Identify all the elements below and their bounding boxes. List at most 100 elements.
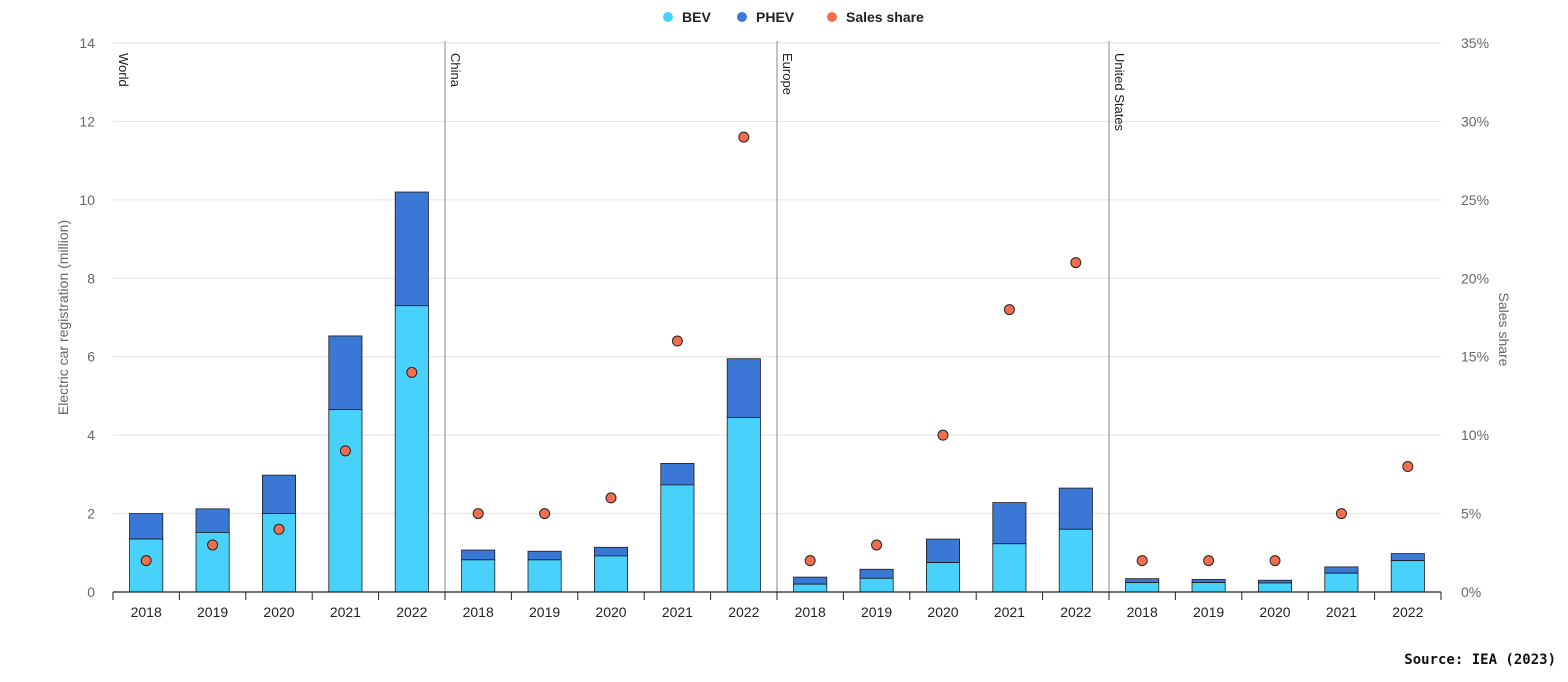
bar-phev <box>594 546 629 557</box>
bar-bev <box>793 583 828 593</box>
bar-bev <box>394 305 429 593</box>
y-tick-label: 0 <box>87 584 95 600</box>
sales-share-dot <box>804 555 816 567</box>
x-tick-label: 2019 <box>861 604 892 620</box>
x-tick-label: 2019 <box>529 604 560 620</box>
bar-phev <box>660 462 695 486</box>
sales-share-dot <box>339 445 351 457</box>
y-tick-label: 2 <box>87 506 95 522</box>
sales-share-dot <box>1402 461 1414 473</box>
legend: BEV PHEV Sales share <box>663 9 924 25</box>
y-axis-left: 0 2 4 6 8 10 12 14 <box>79 35 95 600</box>
x-tick-label: 2020 <box>927 604 958 620</box>
sales-share-dot <box>1070 257 1082 269</box>
bar-phev <box>195 508 230 533</box>
sales-share-dot <box>738 131 750 143</box>
bar-bev <box>660 484 695 593</box>
bar-bev <box>1125 582 1160 593</box>
legend-label-1: PHEV <box>756 9 795 25</box>
y-tick-label: 10 <box>79 192 95 208</box>
x-tick-label: 2021 <box>662 604 693 620</box>
x-tick-label: 2022 <box>1060 604 1091 620</box>
x-tick-label: 2019 <box>197 604 228 620</box>
x-tick-label: 2022 <box>1392 604 1423 620</box>
x-tick-label: 2018 <box>795 604 826 620</box>
bar-bev <box>594 555 629 593</box>
bar-bev <box>726 417 761 593</box>
y2-tick-label: 5% <box>1461 506 1481 522</box>
y2-tick-label: 0% <box>1461 584 1481 600</box>
x-tick-label: 2020 <box>263 604 294 620</box>
sales-share-dot <box>207 539 219 551</box>
bar-bev <box>992 543 1027 593</box>
region-labels: World China Europe United States <box>116 53 1127 132</box>
sales-share-dot <box>1003 304 1015 316</box>
sales-share-dot <box>1269 555 1281 567</box>
legend-swatch-0 <box>663 12 673 22</box>
x-axis: 2018 2019 2020 2021 2022 2018 2019 2020 2021 2022… <box>112 591 1442 620</box>
sales-share-dot <box>140 555 152 567</box>
region-dividers <box>444 41 1110 592</box>
y-tick-label: 4 <box>87 427 95 443</box>
bar-bev <box>328 409 363 593</box>
source-note: Source: IEA (2023) <box>1404 652 1556 668</box>
region-label: Europe <box>780 53 795 95</box>
region-label: United States <box>1112 53 1127 132</box>
y-tick-label: 14 <box>79 35 95 51</box>
bar-phev <box>1324 566 1359 574</box>
sales-share-dot <box>1335 508 1347 520</box>
x-tick-label: 2020 <box>1259 604 1290 620</box>
x-tick-label: 2021 <box>994 604 1025 620</box>
legend-label-0: BEV <box>682 9 711 25</box>
y2-tick-label: 20% <box>1461 270 1489 286</box>
sales-share-dot <box>1203 555 1215 567</box>
bar-bev <box>1058 528 1093 593</box>
sales-share-dot <box>671 335 683 347</box>
bar-phev <box>1125 578 1160 583</box>
bar-phev <box>328 335 363 411</box>
sales-share-dot <box>937 429 949 441</box>
y-tick-label: 8 <box>87 270 95 286</box>
bar-bev <box>1191 582 1226 593</box>
bar-phev <box>926 538 961 563</box>
x-tick-label: 2021 <box>1326 604 1357 620</box>
sales-share-dot <box>1136 555 1148 567</box>
bar-phev <box>793 576 828 585</box>
x-tick-label: 2022 <box>728 604 759 620</box>
bar-bev <box>1324 572 1359 593</box>
bar-phev <box>992 502 1027 545</box>
bar-phev <box>261 474 296 514</box>
sales-share-dot <box>472 508 484 520</box>
bar-bev <box>1390 560 1425 593</box>
x-tick-label: 2018 <box>1127 604 1158 620</box>
sales-share-dot <box>406 366 418 378</box>
bar-bev <box>859 577 894 593</box>
x-tick-label: 2022 <box>396 604 427 620</box>
sales-share-dot <box>605 492 617 504</box>
sales-share-dot <box>871 539 883 551</box>
sales-share-dots <box>140 131 1414 567</box>
y2-axis-title: Sales share <box>1496 293 1512 367</box>
bar-phev <box>1258 579 1293 584</box>
sales-share-dot <box>273 523 285 535</box>
bar-phev <box>1191 579 1226 583</box>
bar-phev <box>1390 553 1425 562</box>
bar-phev <box>1058 487 1093 530</box>
legend-swatch-1 <box>737 12 747 22</box>
y2-tick-label: 15% <box>1461 349 1489 365</box>
bar-bev <box>1258 582 1293 593</box>
bar-phev <box>461 549 496 561</box>
region-label: China <box>448 53 463 88</box>
y-axis-title: Electric car registration (million) <box>55 220 71 415</box>
bar-bev <box>926 562 961 593</box>
bar-phev <box>726 358 761 418</box>
sales-share-dot <box>539 508 551 520</box>
y-tick-label: 6 <box>87 349 95 365</box>
y2-tick-label: 35% <box>1461 35 1489 51</box>
x-tick-label: 2019 <box>1193 604 1224 620</box>
legend-swatch-2 <box>827 12 837 22</box>
y2-tick-label: 10% <box>1461 427 1489 443</box>
y2-tick-label: 30% <box>1461 113 1489 129</box>
bar-phev <box>129 513 164 540</box>
